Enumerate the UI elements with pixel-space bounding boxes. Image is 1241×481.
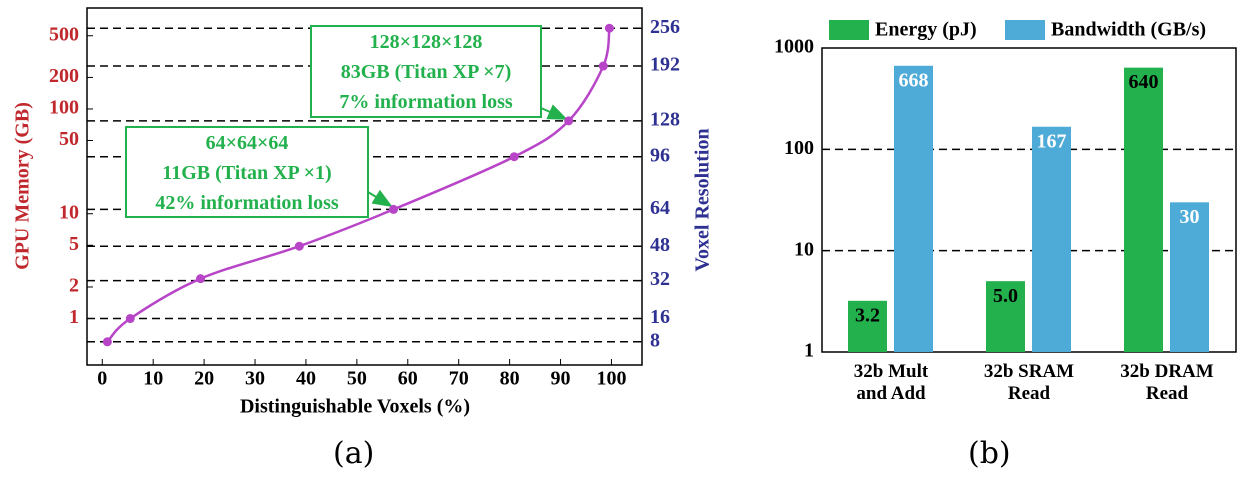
x-tick-label: 60 [398, 368, 418, 390]
value-label: 640 [1129, 71, 1159, 93]
caption: (a) [333, 436, 375, 471]
annotation: 128×128×128 83GB (Titan XP ×7) 7% inform… [310, 25, 542, 118]
y-tick-label: 1 [69, 306, 79, 328]
point [102, 337, 112, 347]
x-tick-label: 80 [500, 368, 520, 390]
point [294, 241, 304, 251]
x-tick-label: 70 [449, 368, 469, 390]
y2-axis-label: Voxel Resolution [692, 128, 714, 271]
y2-tick-label: 8 [650, 329, 660, 351]
point [598, 61, 608, 71]
y-tick-label: 200 [49, 65, 79, 87]
y-tick-label: 500 [49, 23, 79, 45]
y2-tick-label: 128 [650, 108, 680, 130]
x-tick-label: 90 [551, 368, 571, 390]
annotation-arrow [540, 104, 568, 120]
plot-frame-a [86, 7, 643, 366]
legend-swatch [829, 20, 869, 40]
x-tick-label: 32b SRAM Read [983, 361, 1075, 404]
y-tick-label: 10 [59, 201, 79, 223]
y-tick-label: 100 [784, 137, 814, 159]
caption: (b) [968, 436, 1011, 471]
legend-label: Energy (pJ) [875, 19, 977, 41]
x-tick-label: 100 [596, 368, 626, 390]
y-tick-label: 5 [69, 233, 79, 255]
bar [1170, 202, 1209, 352]
y-tick-label: 1 [804, 340, 814, 362]
legend-label: Bandwidth (GB/s) [1051, 19, 1206, 41]
annotation: 64×64×64 11GB (Titan XP ×1) 42% informat… [125, 126, 369, 218]
y-tick-label: 100 [49, 97, 79, 119]
y2-tick-label: 192 [650, 54, 680, 76]
bar [1124, 67, 1163, 352]
x-tick-label: 40 [296, 368, 316, 390]
y-tick-label: 50 [59, 128, 79, 150]
bar [986, 281, 1025, 352]
plot-frame-b [821, 47, 1237, 353]
x-tick-label: 50 [347, 368, 367, 390]
value-label: 668 [899, 69, 929, 91]
annotation-arrow [367, 189, 393, 208]
point [389, 204, 399, 214]
x-tick-label: 10 [143, 368, 163, 390]
y-tick-label: 10 [794, 238, 814, 260]
bar [1032, 126, 1071, 352]
y2-tick-label: 64 [650, 197, 670, 219]
x-tick-label: 20 [194, 368, 214, 390]
y2-tick-label: 256 [650, 16, 680, 38]
x-tick-label: 0 [97, 368, 107, 390]
value-label: 3.2 [855, 304, 880, 326]
point [509, 152, 519, 162]
value-label: 30 [1180, 206, 1200, 228]
y-tick-label: 2 [69, 275, 79, 297]
x-axis-label: Distinguishable Voxels (%) [240, 396, 470, 418]
point [196, 274, 206, 284]
y2-tick-label: 32 [650, 268, 670, 290]
x-tick-label: 32b DRAM Read [1120, 361, 1214, 404]
bar [848, 300, 887, 352]
point [564, 116, 574, 126]
y-axis-label: GPU Memory (GB) [12, 102, 34, 270]
y2-tick-label: 48 [650, 234, 670, 256]
y2-tick-label: 96 [650, 144, 670, 166]
value-label: 167 [1037, 130, 1067, 152]
value-label: 5.0 [993, 285, 1018, 307]
point [604, 23, 614, 33]
bar [894, 65, 933, 352]
legend-swatch [1005, 20, 1045, 40]
y2-tick-label: 16 [650, 306, 670, 328]
x-tick-label: 32b Mult and Add [853, 361, 929, 404]
point [125, 314, 135, 324]
x-tick-label: 30 [245, 368, 265, 390]
y-tick-label: 1000 [774, 36, 814, 58]
